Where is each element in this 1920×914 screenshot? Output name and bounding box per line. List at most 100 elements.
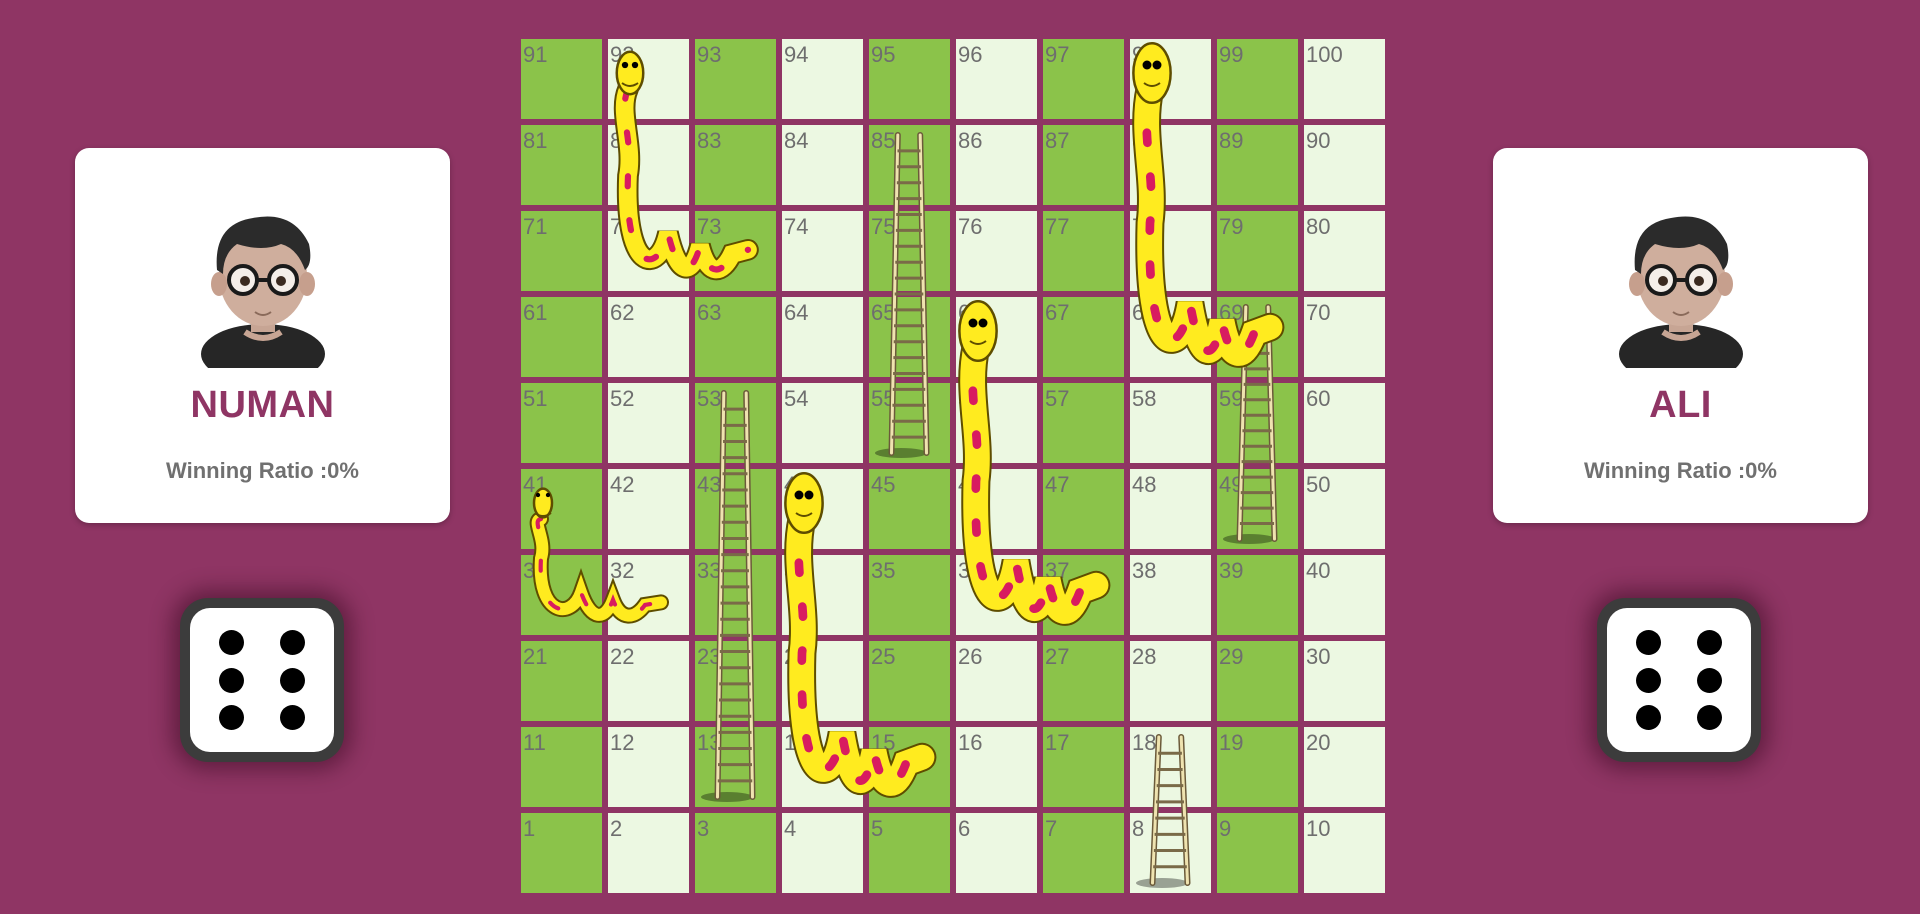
board-cell-93: 93 — [695, 39, 776, 119]
board-cell-83: 83 — [695, 125, 776, 205]
board-cell-43: 43 — [695, 469, 776, 549]
board-cell-88: 88 — [1130, 125, 1211, 205]
dice-pip — [1696, 704, 1722, 730]
dice-face — [190, 608, 334, 752]
cell-number: 28 — [1132, 644, 1157, 669]
cell-number: 6 — [958, 816, 971, 841]
board-cell-29: 29 — [1217, 641, 1298, 721]
cell-number: 64 — [784, 300, 809, 325]
cell-number: 9 — [1219, 816, 1232, 841]
dice-face — [1607, 608, 1751, 752]
cell-number: 73 — [697, 214, 722, 239]
board-cell-64: 64 — [782, 297, 863, 377]
winning-ratio: Winning Ratio :0% — [1584, 458, 1777, 483]
board-cell-24: 24 — [782, 641, 863, 721]
cell-number: 89 — [1219, 128, 1244, 153]
board-cell-63: 63 — [695, 297, 776, 377]
board-cell-37: 37 — [1043, 555, 1124, 635]
cell-number: 92 — [610, 42, 635, 67]
board-cell-22: 22 — [608, 641, 689, 721]
board-cell-98: 98 — [1130, 39, 1211, 119]
board-cell-27: 27 — [1043, 641, 1124, 721]
player-name: ALI — [1649, 384, 1712, 426]
dice-pip — [1696, 667, 1722, 693]
cell-number: 87 — [1045, 128, 1070, 153]
cell-number: 95 — [871, 42, 896, 67]
board-cell-17: 17 — [1043, 727, 1124, 807]
cell-number: 33 — [697, 558, 722, 583]
board-cell-21: 21 — [521, 641, 602, 721]
board-cell-34: 34 — [782, 555, 863, 635]
cell-number: 41 — [523, 472, 548, 497]
dice-left[interactable] — [180, 598, 344, 762]
board-cell-35: 35 — [869, 555, 950, 635]
board-cell-20: 20 — [1304, 727, 1385, 807]
cell-number: 69 — [1219, 300, 1244, 325]
cell-number: 5 — [871, 816, 884, 841]
cell-number: 16 — [958, 730, 983, 755]
board-cell-12: 12 — [608, 727, 689, 807]
board-cell-53: 53 — [695, 383, 776, 463]
cell-number: 54 — [784, 386, 809, 411]
cell-number: 36 — [958, 558, 983, 583]
board-cell-74: 74 — [782, 211, 863, 291]
board-cell-18: 18 — [1130, 727, 1211, 807]
cell-number: 22 — [610, 644, 635, 669]
cell-number: 79 — [1219, 214, 1244, 239]
cell-number: 7 — [1045, 816, 1058, 841]
cell-number: 67 — [1045, 300, 1070, 325]
cell-number: 19 — [1219, 730, 1244, 755]
board-cell-86: 86 — [956, 125, 1037, 205]
board-cell-70: 70 — [1304, 297, 1385, 377]
cell-number: 78 — [1132, 214, 1157, 239]
cell-number: 2 — [610, 816, 623, 841]
board-cell-68: 68 — [1130, 297, 1211, 377]
cell-number: 84 — [784, 128, 809, 153]
board-cell-65: 65 — [869, 297, 950, 377]
board-cell-52: 52 — [608, 383, 689, 463]
board-cell-9: 9 — [1217, 813, 1298, 893]
cell-number: 25 — [871, 644, 896, 669]
board-cell-30: 30 — [1304, 641, 1385, 721]
cell-number: 85 — [871, 128, 896, 153]
cell-number: 88 — [1132, 128, 1157, 153]
board-cell-32: 32 — [608, 555, 689, 635]
cell-number: 18 — [1132, 730, 1157, 755]
board-cell-40: 40 — [1304, 555, 1385, 635]
board-cell-3: 3 — [695, 813, 776, 893]
cell-number: 52 — [610, 386, 635, 411]
cell-number: 29 — [1219, 644, 1244, 669]
board-cell-66: 66 — [956, 297, 1037, 377]
dice-right[interactable] — [1597, 598, 1761, 762]
board-cell-23: 23 — [695, 641, 776, 721]
dice-pip — [1636, 667, 1662, 693]
cell-number: 45 — [871, 472, 896, 497]
board-cell-95: 95 — [869, 39, 950, 119]
cell-number: 23 — [697, 644, 722, 669]
dice-pip — [1696, 630, 1722, 656]
cell-number: 82 — [610, 128, 635, 153]
cell-number: 49 — [1219, 472, 1244, 497]
cell-number: 71 — [523, 214, 548, 239]
cell-number: 56 — [958, 386, 983, 411]
board-cell-75: 75 — [869, 211, 950, 291]
board-cell-89: 89 — [1217, 125, 1298, 205]
board-cell-38: 38 — [1130, 555, 1211, 635]
cell-number: 38 — [1132, 558, 1157, 583]
board-cell-6: 6 — [956, 813, 1037, 893]
board-cell-99: 99 — [1217, 39, 1298, 119]
board-cell-78: 78 — [1130, 211, 1211, 291]
cell-number: 77 — [1045, 214, 1070, 239]
cell-number: 34 — [784, 558, 809, 583]
dice-pip — [219, 667, 245, 693]
cell-number: 80 — [1306, 214, 1331, 239]
winning-ratio: Winning Ratio :0% — [166, 458, 359, 483]
cell-number: 94 — [784, 42, 809, 67]
game-board: 1 2 3 4 5 6 7 8 9 10 11 12 13 14 15 16 17 18 19 20 21 22 23 24 2… — [521, 39, 1388, 895]
board-cell-61: 61 — [521, 297, 602, 377]
cell-number: 8 — [1132, 816, 1145, 841]
cell-number: 14 — [784, 730, 809, 755]
board-cell-72: 72 — [608, 211, 689, 291]
cell-number: 31 — [523, 558, 548, 583]
cell-number: 91 — [523, 42, 548, 67]
